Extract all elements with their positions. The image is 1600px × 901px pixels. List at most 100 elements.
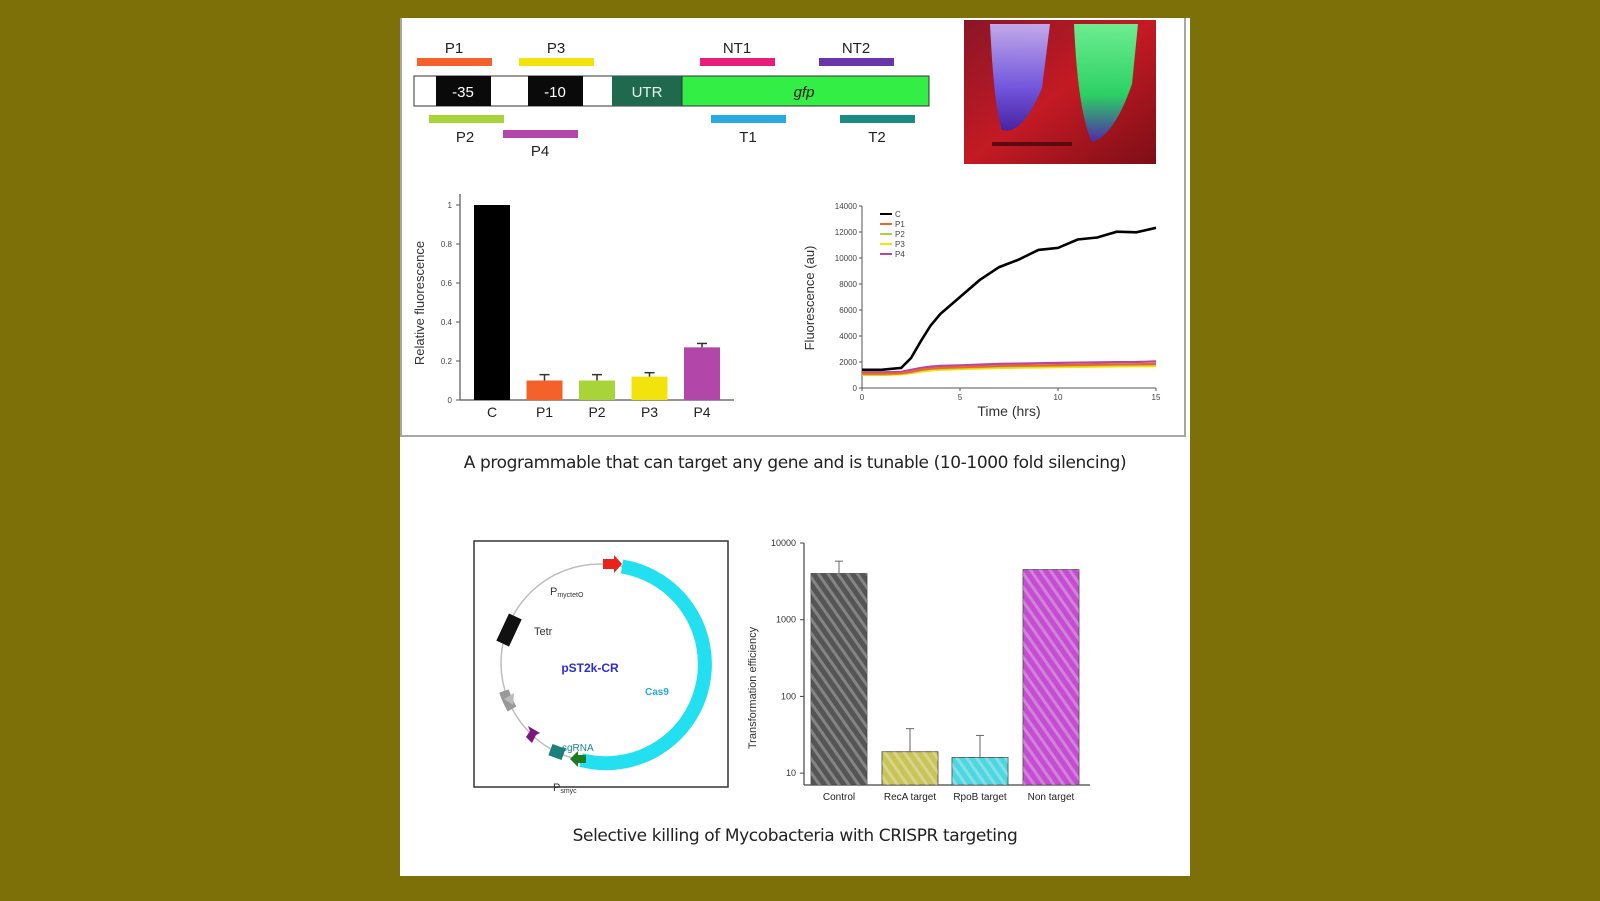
- line-fluor-ytick-label: 10000: [835, 254, 858, 263]
- probe-bar-p2: [429, 115, 504, 123]
- tetr-label: Tetr: [534, 626, 553, 638]
- bar-fluor-xtick-label: P1: [536, 404, 553, 420]
- probe-bar-p4: [503, 130, 578, 138]
- probe-label-nt1: NT1: [723, 40, 751, 57]
- promoter-arrow-grey: [504, 693, 514, 705]
- relative-fluorescence-chart: Relative fluorescence 0 0.2 0.4 0.6 0.8 1 C P1 P…: [412, 194, 734, 420]
- trans-xtick-label: Non target: [1028, 792, 1075, 803]
- line-fluor-ytick-label: 4000: [839, 332, 857, 341]
- trans-bar-hatch: [1023, 569, 1079, 785]
- plasmid-name: pST2k-CR: [561, 661, 619, 675]
- segment-minus10-label: -10: [544, 84, 566, 101]
- tube-gfp: [1074, 24, 1138, 142]
- probe-bar-p3: [519, 58, 594, 66]
- bar-fluor-ylabel: Relative fluorescence: [412, 241, 427, 365]
- line-fluor-xtick-label: 5: [958, 393, 963, 402]
- segment-utr-label: UTR: [632, 84, 663, 101]
- trans-bar-hatch: [882, 751, 938, 785]
- plasmid-frame: [473, 540, 729, 788]
- probe-label-p2: P2: [456, 129, 474, 146]
- tetr-block: [496, 613, 522, 647]
- bar-fluor-xtick-label: P2: [588, 404, 605, 420]
- transformation-efficiency-chart: Transformation efficiency 10 100 1000 10000…: [747, 538, 1090, 803]
- plasmid-map: PmyctetO Tetr pST2k-CR Cas9 sgRNA Psmyc: [473, 540, 729, 795]
- promoter-arrow-red: [603, 555, 622, 573]
- tube-control: [990, 24, 1050, 131]
- segment-utr: [612, 76, 682, 106]
- segment-gfp-label: gfp: [794, 84, 815, 101]
- crispri-figure-panel: P1 P3 NT1 NT2 -35 -10 UTR gfp P2: [400, 18, 1186, 437]
- bar-fluor-ytick-label: 0.2: [441, 357, 453, 366]
- caption-bottom: Selective killing of Mycobacteria with C…: [572, 826, 1018, 846]
- line-fluor-ytick-label: 0: [853, 384, 858, 393]
- line-fluor-legend-label: P1: [895, 220, 905, 229]
- bar-fluor-ytick-label: 0.4: [441, 318, 453, 327]
- bar-fluor-ytick-label: 0.8: [441, 240, 453, 249]
- segment-gfp: [681, 75, 930, 107]
- probe-bar-t1: [711, 115, 786, 123]
- trans-bar-hatch: [952, 757, 1008, 785]
- bar-fluor-bar-p3: [631, 376, 668, 400]
- segment-minus35: [436, 76, 491, 106]
- line-fluor-legend-label: P4: [895, 250, 905, 259]
- probe-bar-nt1: [700, 58, 775, 66]
- probe-bar-nt2: [819, 58, 894, 66]
- crispri-figure-svg: P1 P3 NT1 NT2 -35 -10 UTR gfp P2: [412, 20, 1161, 420]
- bar-fluor-xtick-label: P3: [641, 404, 658, 420]
- tubes-photo: [964, 20, 1156, 164]
- probe-bar-p1: [417, 58, 492, 66]
- bar-fluor-ytick-label: 0: [448, 396, 453, 405]
- line-fluor-series-c: [862, 226, 1157, 372]
- line-fluor-xtick-label: 15: [1152, 393, 1161, 402]
- promoter-arrow-purple: [526, 726, 540, 743]
- line-fluor-xtick-label: 10: [1054, 393, 1063, 402]
- line-fluor-ytick-label: 8000: [839, 280, 857, 289]
- trans-ytick-label: 10000: [771, 538, 796, 548]
- trans-xtick-label: RecA target: [884, 792, 936, 803]
- crispr-killing-figure: PmyctetO Tetr pST2k-CR Cas9 sgRNA Psmyc …: [473, 538, 1090, 803]
- bar-fluor-ytick-label: 1: [448, 201, 453, 210]
- line-fluor-xtick-label: 0: [860, 393, 865, 402]
- line-fluor-series-p4: [862, 360, 1157, 374]
- probe-label-t2: T2: [868, 129, 886, 146]
- probe-label-nt2: NT2: [842, 40, 870, 57]
- bar-fluor-bar-p2: [579, 380, 615, 400]
- probe-label-p1: P1: [445, 40, 463, 57]
- probe-label-p4: P4: [531, 143, 549, 160]
- photo-scale: [992, 142, 1072, 146]
- promoter-arrow-green: [570, 751, 586, 767]
- trans-xtick-label: Control: [823, 792, 855, 803]
- line-fluor-ytick-label: 6000: [839, 306, 857, 315]
- slide: P1 P3 NT1 NT2 -35 -10 UTR gfp P2: [400, 18, 1190, 876]
- bar-fluor-ytick-label: 0.6: [441, 279, 453, 288]
- cas9-label: Cas9: [645, 687, 669, 698]
- trans-ylabel: Transformation efficiency: [747, 626, 759, 749]
- bar-fluor-bar-c: [474, 205, 510, 400]
- trans-xtick-label: RpoB target: [953, 792, 1007, 803]
- caption-top: A programmable that can target any gene …: [463, 453, 1127, 473]
- line-fluor-legend-label: P2: [895, 230, 905, 239]
- fluorescence-time-chart: Fluorescence (au) Time (hrs) 0 2000 4000 60…: [802, 202, 1161, 419]
- trans-bar-hatch: [811, 573, 867, 785]
- promoter-top-label: PmyctetO: [550, 586, 584, 599]
- bar-fluor-xtick-label: C: [487, 404, 497, 420]
- line-fluor-legend-label: P3: [895, 240, 905, 249]
- cas9-arc: [579, 559, 712, 771]
- gene-map: P1 P3 NT1 NT2 -35 -10 UTR gfp P2: [413, 40, 930, 160]
- line-fluor-ylabel: Fluorescence (au): [802, 246, 817, 351]
- trans-ytick-label: 100: [781, 691, 796, 701]
- bar-fluor-bar-p4: [684, 347, 720, 400]
- bar-fluor-xtick-label: P4: [693, 404, 710, 420]
- line-fluor-legend-label: C: [895, 210, 901, 219]
- sgrna-label: sgRNA: [562, 743, 594, 754]
- segment-minus10: [528, 76, 583, 106]
- line-fluor-ytick-label: 14000: [835, 202, 858, 211]
- probe-label-p3: P3: [547, 40, 565, 57]
- trans-ytick-label: 1000: [776, 615, 796, 625]
- line-fluor-xlabel: Time (hrs): [977, 403, 1040, 419]
- trans-ytick-label: 10: [786, 768, 796, 778]
- probe-label-t1: T1: [739, 129, 757, 146]
- probe-bar-t2: [840, 115, 915, 123]
- bar-fluor-bar-p1: [526, 380, 563, 400]
- line-fluor-ytick-label: 12000: [835, 228, 858, 237]
